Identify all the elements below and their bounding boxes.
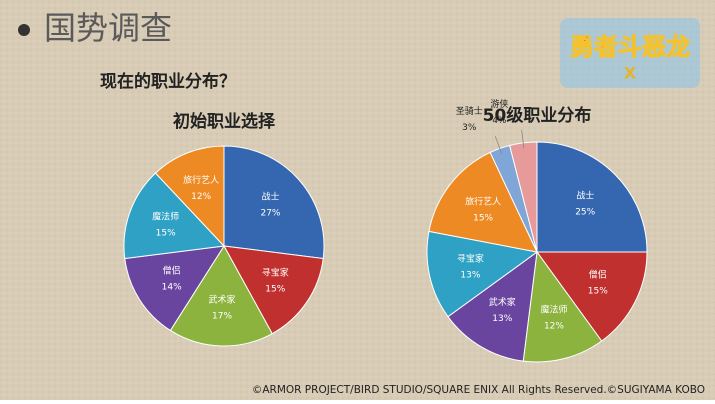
pie-slice bbox=[223, 245, 324, 335]
slice-label: 战士 bbox=[576, 189, 594, 201]
chart-title: 50级职业分布 bbox=[483, 105, 592, 126]
value-label: 3% bbox=[462, 123, 477, 133]
value-label: 15% bbox=[156, 228, 176, 238]
leader-line bbox=[494, 135, 502, 154]
leader-line bbox=[521, 129, 525, 149]
pie-slice bbox=[169, 245, 273, 347]
logo-mark: X bbox=[624, 64, 637, 83]
slice-label: 魔法师 bbox=[540, 304, 567, 316]
pie-slice bbox=[536, 251, 648, 342]
pie-slice bbox=[223, 145, 325, 260]
slice-label: 僧侣 bbox=[163, 265, 181, 277]
slice-label: 旅行艺人 bbox=[183, 174, 219, 186]
value-label: 4% bbox=[492, 116, 507, 126]
pie-slice bbox=[426, 230, 539, 318]
logo-text: 勇者斗恶龙 bbox=[570, 33, 690, 61]
value-label: 15% bbox=[588, 286, 608, 296]
slice-label: 寻宝家 bbox=[457, 252, 484, 264]
value-label: 15% bbox=[473, 214, 493, 224]
pie-slice bbox=[124, 245, 225, 332]
subtitle: 现在的职业分布？ bbox=[100, 71, 236, 92]
slice-label: 武术家 bbox=[209, 293, 236, 305]
value-label: 15% bbox=[265, 284, 285, 294]
slice-label: 僧侣 bbox=[589, 268, 607, 280]
value-label: 12% bbox=[191, 192, 211, 202]
pie-slice bbox=[123, 172, 226, 260]
pie-slice bbox=[536, 141, 648, 253]
slice-label: 游侠 bbox=[490, 98, 508, 110]
value-label: 14% bbox=[162, 283, 182, 293]
value-label: 27% bbox=[260, 208, 280, 218]
logo: 勇者斗恶龙 X bbox=[560, 18, 700, 88]
value-label: 13% bbox=[492, 314, 512, 324]
slice-label: 魔法师 bbox=[152, 210, 179, 222]
value-label: 25% bbox=[575, 207, 595, 217]
bullet bbox=[18, 24, 30, 36]
pie-slice bbox=[428, 151, 538, 253]
copyright: ©ARMOR PROJECT/BIRD STUDIO/SQUARE ENIX A… bbox=[252, 384, 705, 396]
chart-title: 初始职业选择 bbox=[173, 111, 276, 132]
value-label: 12% bbox=[544, 322, 564, 332]
slice-label: 圣骑士 bbox=[456, 105, 483, 117]
value-label: 13% bbox=[460, 270, 480, 280]
pie-slice bbox=[154, 145, 225, 248]
pie-slice bbox=[522, 250, 603, 363]
pie-slice bbox=[447, 250, 538, 362]
slice-label: 寻宝家 bbox=[262, 266, 289, 278]
slice-label: 旅行艺人 bbox=[465, 196, 501, 208]
slice-label: 武术家 bbox=[489, 296, 516, 308]
logo-bg bbox=[560, 18, 700, 88]
slice-label: 战士 bbox=[261, 190, 279, 202]
value-label: 17% bbox=[212, 311, 232, 321]
slide-title: 国势调查 bbox=[44, 9, 172, 47]
